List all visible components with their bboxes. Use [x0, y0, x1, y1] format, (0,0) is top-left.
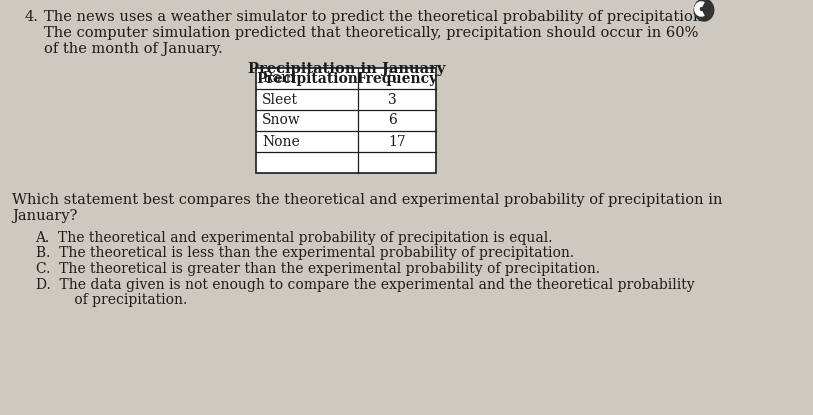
Text: 4.: 4. [25, 10, 39, 24]
Text: Sleet: Sleet [263, 93, 298, 107]
Bar [256, 68, 437, 173]
Text: D.  The data given is not enough to compare the experimental and the theoretical: D. The data given is not enough to compa… [36, 278, 694, 291]
Text: Precipitation in January: Precipitation in January [247, 62, 445, 76]
Text: of the month of January.: of the month of January. [45, 42, 223, 56]
Text: None: None [263, 134, 300, 149]
Text: 6: 6 [388, 113, 397, 127]
Text: Precipitation: Precipitation [256, 71, 358, 85]
Text: The news uses a weather simulator to predict the theoretical probability of prec: The news uses a weather simulator to pre… [45, 10, 707, 24]
Text: 3: 3 [388, 93, 397, 107]
Text: 5: 5 [388, 71, 397, 85]
Circle shape [694, 0, 714, 21]
Text: Frequency: Frequency [357, 71, 438, 85]
Text: A.  The theoretical and experimental probability of precipitation is equal.: A. The theoretical and experimental prob… [36, 231, 553, 245]
Text: January?: January? [12, 209, 78, 223]
Text: Snow: Snow [263, 113, 301, 127]
Text: The computer simulation predicted that theoretically, precipitation should occur: The computer simulation predicted that t… [45, 26, 698, 40]
Text: Which statement best compares the theoretical and experimental probability of pr: Which statement best compares the theore… [12, 193, 723, 207]
Text: of precipitation.: of precipitation. [48, 293, 187, 307]
Text: Rain: Rain [263, 71, 295, 85]
Text: C.  The theoretical is greater than the experimental probability of precipitatio: C. The theoretical is greater than the e… [36, 262, 599, 276]
Text: 17: 17 [388, 134, 406, 149]
Text: B.  The theoretical is less than the experimental probability of precipitation.: B. The theoretical is less than the expe… [36, 247, 574, 261]
